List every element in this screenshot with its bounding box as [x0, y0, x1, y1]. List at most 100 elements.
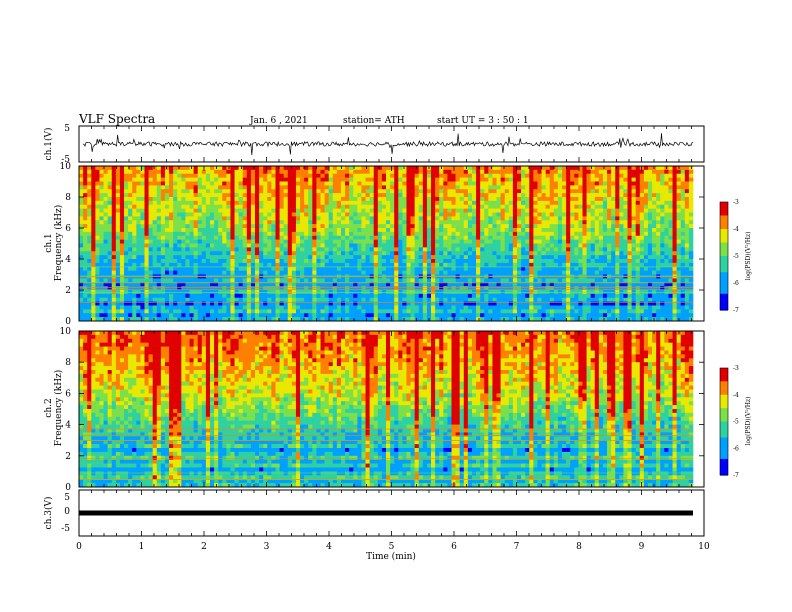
spectrogram-cell — [541, 228, 546, 233]
spectrogram-cell — [365, 251, 370, 256]
spectrogram-cell — [688, 204, 694, 209]
spectrogram-cell — [263, 266, 268, 271]
spectrogram-cell — [312, 193, 317, 198]
spectrogram-cell — [467, 177, 473, 182]
spectrogram-cell — [488, 235, 493, 240]
spectrogram-cell — [406, 208, 411, 213]
spectrogram-cell — [197, 169, 203, 175]
spectrogram-cell — [566, 185, 571, 190]
spectrogram-cell — [316, 197, 321, 202]
spectrogram-cell — [95, 259, 100, 264]
spectrogram-cell — [246, 181, 252, 186]
spectrogram-cell — [144, 181, 149, 186]
spectrogram-cell — [664, 255, 669, 260]
spectrogram-cell — [504, 290, 510, 295]
spectrogram-cell — [193, 243, 198, 248]
spectrogram-cell — [398, 181, 403, 186]
spectrogram-cell — [521, 266, 526, 271]
spectrogram-cell — [488, 204, 493, 209]
spectrogram-cell — [688, 239, 694, 244]
spectrogram-cell — [226, 251, 231, 256]
spectrogram-cell — [160, 216, 166, 221]
spectrogram-cell — [267, 193, 272, 198]
spectrogram-cell — [205, 290, 211, 295]
spectrogram-cell — [512, 224, 518, 229]
spectrogram-cell — [447, 185, 452, 190]
spectrogram-cell — [545, 251, 551, 256]
spectrogram-cell — [533, 266, 538, 271]
spectrogram-cell — [570, 208, 575, 213]
spectrogram-cell — [631, 193, 636, 198]
spectrogram-cell — [422, 200, 428, 206]
spectrogram-cell — [467, 216, 473, 221]
spectrogram-cell — [598, 185, 604, 190]
spectrogram-cell — [459, 262, 465, 268]
spectrogram-cell — [590, 259, 596, 264]
spectrogram-cell — [504, 204, 510, 209]
spectrogram-cell — [83, 235, 88, 240]
spectrogram-cell — [230, 224, 235, 229]
spectrogram-cell — [471, 181, 477, 186]
spectrogram-cell — [455, 247, 460, 252]
spectrogram-cell — [103, 255, 108, 260]
spectrogram-cell — [197, 266, 203, 271]
spectrogram-cell — [512, 239, 518, 244]
spectrogram-cell — [242, 204, 248, 209]
spectrogram-cell — [148, 181, 153, 186]
spectrogram-cell — [500, 185, 505, 190]
spectrogram-cell — [128, 266, 133, 271]
spectrogram-cell — [308, 228, 313, 233]
spectrogram-cell — [639, 173, 645, 178]
spectrogram-cell — [79, 293, 84, 299]
spectrogram-cell — [181, 231, 186, 237]
spectrogram-cell — [562, 290, 567, 295]
spectrogram-cell — [377, 270, 383, 275]
spectrogram-cell — [291, 228, 297, 233]
spectrogram-cell — [340, 239, 346, 244]
spectrogram-cell — [578, 270, 583, 275]
spectrogram-cell — [664, 282, 669, 287]
spectrogram-cell — [234, 208, 239, 213]
spectrogram-cell — [291, 177, 297, 182]
spectrogram-cell — [373, 204, 379, 209]
spectrogram-cell — [598, 181, 604, 186]
spectrogram-cell — [332, 189, 338, 194]
spectrogram-cell — [345, 266, 350, 271]
spectrogram-cell — [627, 212, 632, 217]
spectrogram-cell — [152, 173, 158, 178]
spectrogram-cell — [426, 208, 432, 213]
spectrogram-cell — [643, 228, 649, 233]
spectrogram-cell — [590, 169, 596, 175]
spectrogram-cell — [156, 208, 162, 213]
spectrogram-cell — [283, 231, 289, 237]
spectrogram-cell — [467, 278, 473, 283]
spectrogram-cell — [349, 169, 354, 175]
spectrogram-cell — [680, 286, 686, 291]
spectrogram-cell — [639, 278, 645, 283]
spectrogram-cell — [386, 220, 391, 225]
spectrogram-cell — [545, 197, 551, 202]
spectrogram-cell — [263, 278, 268, 283]
spectrogram-cell — [590, 243, 596, 248]
spectrogram-cell — [185, 177, 190, 182]
spectrogram-cell — [308, 169, 313, 175]
spectrogram-cell — [340, 278, 346, 283]
spectrogram-cell — [152, 177, 158, 182]
spectrogram-cell — [537, 193, 542, 198]
spectrogram-cell — [185, 228, 190, 233]
spectrogram-cell — [684, 247, 690, 252]
spectrogram-cell — [169, 204, 174, 209]
spectrogram-cell — [566, 228, 571, 233]
spectrogram-cell — [377, 173, 383, 178]
spectrogram-cell — [185, 197, 190, 202]
spectrogram-cell — [480, 197, 485, 202]
spectrogram-cell — [574, 216, 579, 221]
spectrogram-cell — [140, 243, 145, 248]
spectrogram-cell — [201, 220, 207, 225]
spectrogram-cell — [95, 251, 100, 256]
spectrogram-cell — [541, 189, 546, 194]
spectrogram-cell — [209, 278, 215, 283]
spectrogram-cell — [594, 169, 600, 175]
spectrogram-cell — [422, 286, 428, 291]
spectrogram-cell — [91, 166, 96, 171]
